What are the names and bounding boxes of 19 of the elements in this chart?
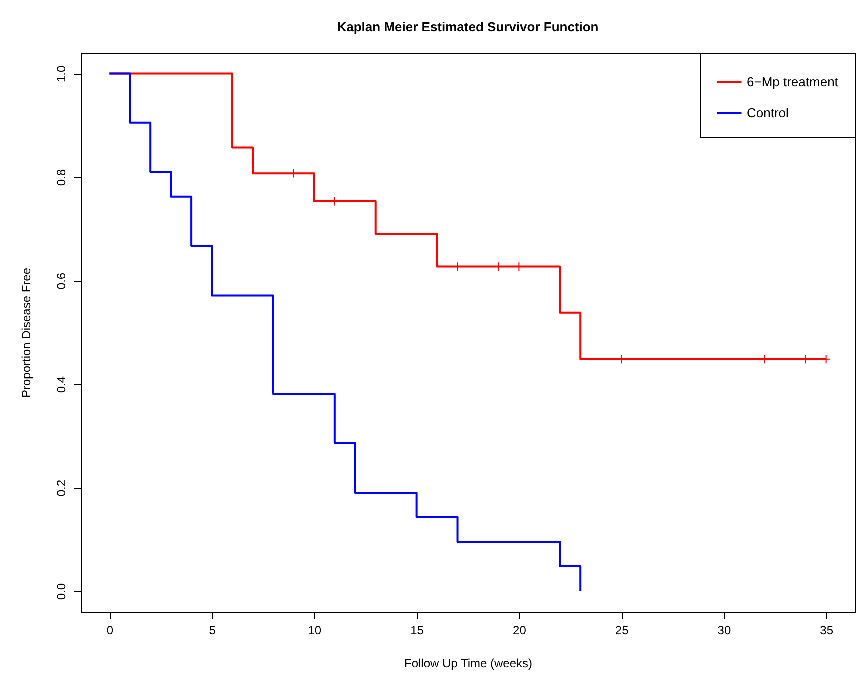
x-tick-label: 30 [718,624,732,638]
x-tick-label: 35 [820,624,834,638]
x-tick-label: 20 [513,624,527,638]
y-tick-label: 0.6 [54,272,68,290]
legend-label: Control [747,106,790,120]
legend-label: 6−Mp treatment [747,74,839,90]
chart-title: Kaplan Meier Estimated Survivor Function [337,20,599,34]
x-tick-label: 0 [106,624,114,638]
y-tick-label: 0.8 [54,169,68,186]
x-axis-title: Follow Up Time (weeks) [404,656,533,670]
y-tick-label: 0.0 [54,583,68,600]
y-tick-label: 0.2 [54,480,68,497]
y-axis-title: Proportion Disease Free [20,268,34,398]
y-tick-label: 1.0 [54,66,68,83]
y-tick-label: 0.4 [54,376,68,394]
x-tick-label: 25 [615,624,630,638]
x-tick-label: 15 [410,624,424,638]
x-tick-label: 10 [308,624,322,638]
x-tick-label: 5 [209,624,216,638]
